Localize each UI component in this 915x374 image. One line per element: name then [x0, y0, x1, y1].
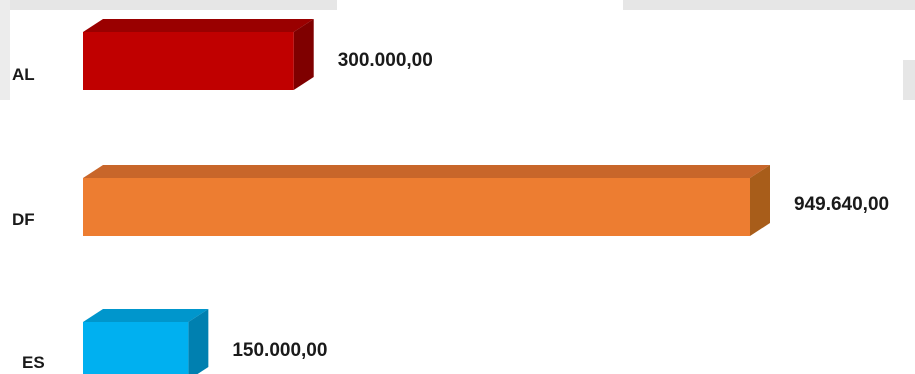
bar-top-al	[83, 19, 314, 32]
top-strip-left	[0, 0, 337, 10]
top-strip-right	[623, 0, 915, 10]
category-label-es: ES	[22, 353, 45, 372]
bar-side-al	[293, 19, 314, 90]
bar-group-al	[83, 19, 314, 90]
bar-al	[83, 32, 294, 90]
bar-side-df	[750, 165, 770, 236]
category-label-df: DF	[12, 210, 35, 229]
bar-df	[83, 178, 750, 236]
left-strip	[0, 0, 10, 100]
value-label-es: 150.000,00	[232, 340, 327, 361]
bar-top-es	[83, 309, 209, 322]
bar-es	[83, 322, 189, 374]
category-label-al: AL	[12, 65, 35, 84]
bar-group-df	[83, 165, 770, 236]
right-strip	[903, 60, 915, 100]
value-label-df: 949.640,00	[794, 194, 889, 215]
value-label-al: 300.000,00	[338, 50, 433, 71]
bar-group-es	[83, 309, 209, 374]
bar-top-df	[83, 165, 770, 178]
bar-side-es	[188, 309, 209, 374]
